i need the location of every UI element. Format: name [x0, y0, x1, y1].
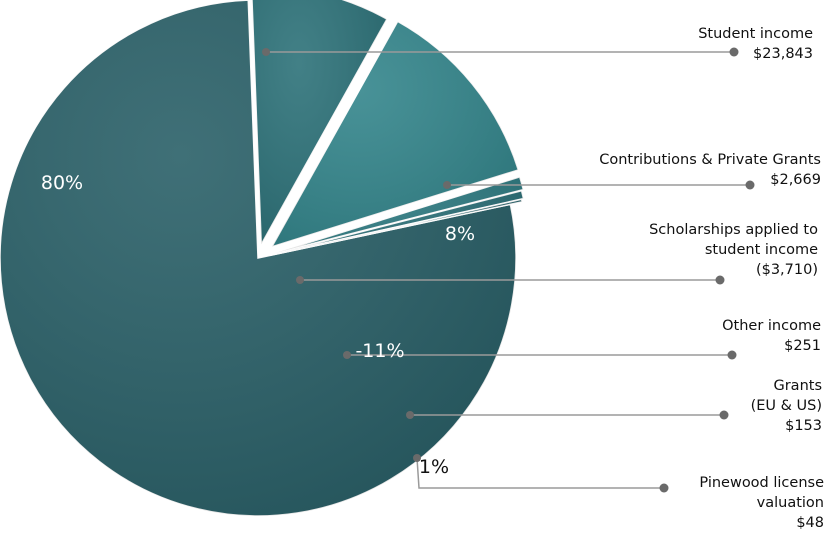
leader-end-dot: [745, 180, 755, 190]
slice-label: Contributions & Private Grants $2,669: [599, 152, 821, 188]
leader-end-dot: [719, 410, 729, 420]
slice-labels: Student income $23,843 Contributions & Pri…: [599, 26, 824, 531]
leader-end-dot: [715, 275, 725, 285]
slice-percent-label: -11%: [355, 340, 404, 362]
slice-label-line: Scholarships applied to: [649, 222, 818, 238]
leader-lines: [262, 47, 755, 493]
slice-label-line: valuation: [757, 495, 824, 511]
leader-start-dot: [443, 181, 451, 189]
slice-label: Scholarships applied to student income ($3…: [649, 222, 818, 278]
slice-label-line: $23,843: [753, 46, 813, 62]
slice-label-line: (EU & US): [751, 398, 822, 414]
pie-slices: [0, 0, 525, 517]
slice-label-line: Grants: [773, 378, 822, 394]
leader-end-dot: [729, 47, 739, 57]
slice-label-line: student income: [705, 242, 818, 258]
slice-label: Other income $251: [722, 318, 821, 354]
percent-labels: 80% 8% -11% 1%: [41, 172, 475, 478]
leader-line: [416, 457, 664, 489]
slice-percent-label: 8%: [445, 223, 475, 245]
pie-slice-shading: [273, 176, 524, 254]
pie-slice-shading: [271, 21, 519, 247]
slice-label-line: $251: [784, 338, 821, 354]
slice-label-line: $153: [785, 418, 822, 434]
leader-start-dot: [296, 276, 304, 284]
slice-label: Student income $23,843: [698, 26, 813, 62]
slice-percent-label: 80%: [41, 172, 83, 194]
leader-end-dot: [727, 350, 737, 360]
pie-slice-shading: [269, 199, 523, 256]
leader-start-dot: [343, 351, 351, 359]
pie-slice-shading: [271, 190, 524, 255]
slice-percent-label: 1%: [419, 456, 449, 478]
pie-slice-shading: [252, 0, 387, 245]
leader-start-dot: [413, 454, 421, 462]
slice-label-line: Student income: [698, 26, 813, 42]
pie-slice-shading: [0, 0, 516, 516]
slice-label: Pinewood license valuation $48: [699, 475, 824, 531]
slice-label-line: Pinewood license: [699, 475, 824, 491]
slice-label-line: $2,669: [770, 172, 821, 188]
slice-label: Grants (EU & US) $153: [751, 378, 822, 434]
leader-start-dot: [406, 411, 414, 419]
slice-label-line: Contributions & Private Grants: [599, 152, 821, 168]
leader-start-dot: [262, 48, 270, 56]
slice-label-line: $48: [796, 515, 824, 531]
slice-label-line: Other income: [722, 318, 821, 334]
slice-label-line: ($3,710): [756, 262, 818, 278]
leader-end-dot: [659, 483, 669, 493]
